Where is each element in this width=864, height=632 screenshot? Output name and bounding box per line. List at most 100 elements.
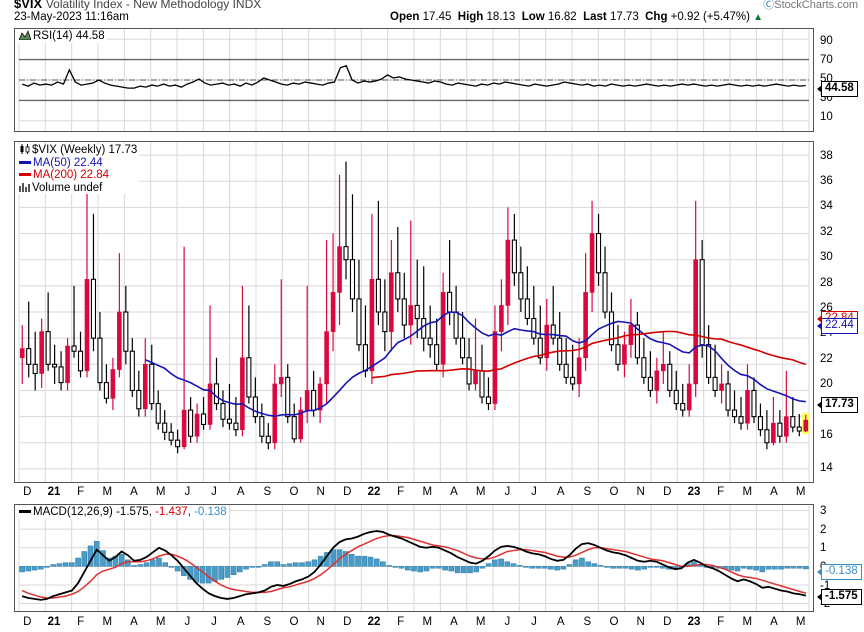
xaxis-label: 22 [367,486,381,498]
xaxis-label: O [609,616,619,628]
watermark: ⒸStockCharts.com [763,0,858,11]
xaxis-label: A [236,616,245,628]
quote-low-value: 16.82 [547,11,577,23]
chart-title: $VIX Volatility Index - New Methodology … [14,0,261,11]
macd-legend-prefix: MACD(12,26,9) [33,506,113,518]
xaxis-label: O [289,616,299,628]
xaxis-label: M [155,616,166,628]
xaxis-label: J [504,486,511,498]
xaxis-label: 21 [47,486,61,498]
xaxis-label: F [397,486,405,498]
volume-legend-text: Volume undef [32,181,103,194]
xaxis-label: A [450,616,458,628]
xaxis-label: D [663,616,672,628]
ma200-swatch-icon [19,173,31,177]
chart-datetime: 23-May-2023 11:16am [14,11,129,23]
price-ytick-20: 20 [820,378,833,390]
price-ytick-38: 38 [820,150,833,162]
chart-symbol-name: Volatility Index - New Methodology INDX [45,0,262,11]
xaxis-middle: D 21 F M A M J J A S O N D 22 F M A M J J A S O N D 23 F M A M [14,486,814,502]
xaxis-label: J [531,486,537,498]
price-ytick-36: 36 [820,175,833,187]
price-ytick-32: 32 [820,226,833,238]
price-ytick-28: 28 [820,277,833,289]
xaxis-label: A [556,486,565,498]
ma50-value-tag: 22.44 [817,318,858,334]
macd-hist-tag: -0.138 [817,564,862,580]
macd-hist-value: -0.138 [194,506,227,518]
rsi-icon [18,30,32,41]
price-legend: $VIX (Weekly) 17.73 MA(50) 22.44 MA(200)… [17,144,140,194]
macd-swatch-icon [19,510,31,514]
xaxis-label: A [450,486,458,498]
price-ytick-30: 30 [820,251,833,263]
xaxis-bottom: D 21 F M A M J J A S O N D 22 F M A M J J A S O N D 23 F M A M [14,616,814,632]
xaxis-label: J [211,616,217,628]
xaxis-label: N [636,616,645,628]
xaxis-label: 23 [687,616,701,628]
xaxis-label: F [717,616,725,628]
ma200-legend-text: MA(200) 22.84 [33,169,110,181]
xaxis-label: A [770,616,778,628]
xaxis-label: J [531,616,537,628]
xaxis-label: M [795,486,806,498]
volume-bars-icon [19,182,30,192]
xaxis-label: 23 [687,486,701,498]
xaxis-label: A [130,616,138,628]
macd-value-tag: -1.575 [817,589,862,605]
xaxis-label: 22 [367,616,381,628]
xaxis-label: S [263,486,272,498]
quote-chg-label: Chg [645,11,668,23]
price-ytick-34: 34 [820,200,833,212]
xaxis-label: J [184,616,191,628]
macd-ytick-3: 3 [820,505,827,517]
price-ytick-22: 22 [820,353,833,365]
xaxis-label: 21 [47,616,61,628]
rsi-panel [14,28,814,132]
quote-low-label: Low [521,11,545,23]
xaxis-label: N [636,486,645,498]
macd-legend-value: -1.575 [116,506,149,518]
xaxis-label: O [289,486,299,498]
xaxis-label: D [23,616,32,628]
xaxis-label: M [102,486,113,498]
xaxis-label: F [397,616,405,628]
xaxis-label: D [343,616,352,628]
quote-last-value: 17.73 [609,11,639,23]
xaxis-label: S [583,616,592,628]
xaxis-label: N [316,486,325,498]
candlestick-icon [19,144,30,154]
rsi-legend-text: RSI(14) 44.58 [33,30,105,42]
xaxis-label: A [770,486,778,498]
xaxis-label: M [475,616,486,628]
xaxis-label: J [504,616,511,628]
xaxis-label: M [102,616,113,628]
quote-bar: Open 17.45 High 18.13 Low 16.82 Last 17.… [390,11,763,23]
xaxis-label: M [795,616,806,628]
xaxis-label: D [343,486,352,498]
xaxis-label: M [742,486,753,498]
xaxis-label: N [316,616,325,628]
macd-signal-value: -1.437 [155,506,188,518]
rsi-legend: RSI(14) 44.58 [17,30,107,43]
xaxis-label: M [475,486,486,498]
quote-chg-value: +0.92 (+5.47%) [670,11,750,23]
xaxis-label: S [263,616,272,628]
quote-up-arrow-icon: ▲ [753,12,764,23]
xaxis-label: F [717,486,725,498]
ma50-legend-text: MA(50) 22.44 [33,156,103,169]
rsi-ytick-90: 90 [820,35,833,47]
xaxis-label: M [422,616,433,628]
xaxis-label: S [583,486,592,498]
last-price-tag: 17.73 [817,397,858,413]
price-panel [14,141,814,483]
xaxis-label: O [609,486,619,498]
macd-legend: MACD(12,26,9) -1.575, -1.437, -0.138 [17,506,229,519]
macd-ytick-m1: -1 [820,580,831,592]
xaxis-label: M [155,486,166,498]
macd-ytick-2: 2 [820,524,827,536]
rsi-ytick-70: 70 [820,54,833,66]
xaxis-label: D [663,486,672,498]
quote-open-value: 17.45 [422,11,452,23]
